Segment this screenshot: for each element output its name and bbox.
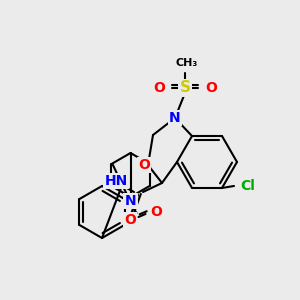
Text: N: N [125,194,136,208]
Text: CH₃: CH₃ [176,58,198,68]
Text: O: O [124,213,136,227]
Text: N: N [169,111,181,125]
Text: Cl: Cl [241,179,255,193]
Text: O: O [151,205,163,219]
Text: O: O [138,158,150,172]
Text: S: S [179,80,191,95]
Text: HN: HN [104,174,128,188]
Text: O: O [153,81,165,95]
Text: O: O [205,81,217,95]
